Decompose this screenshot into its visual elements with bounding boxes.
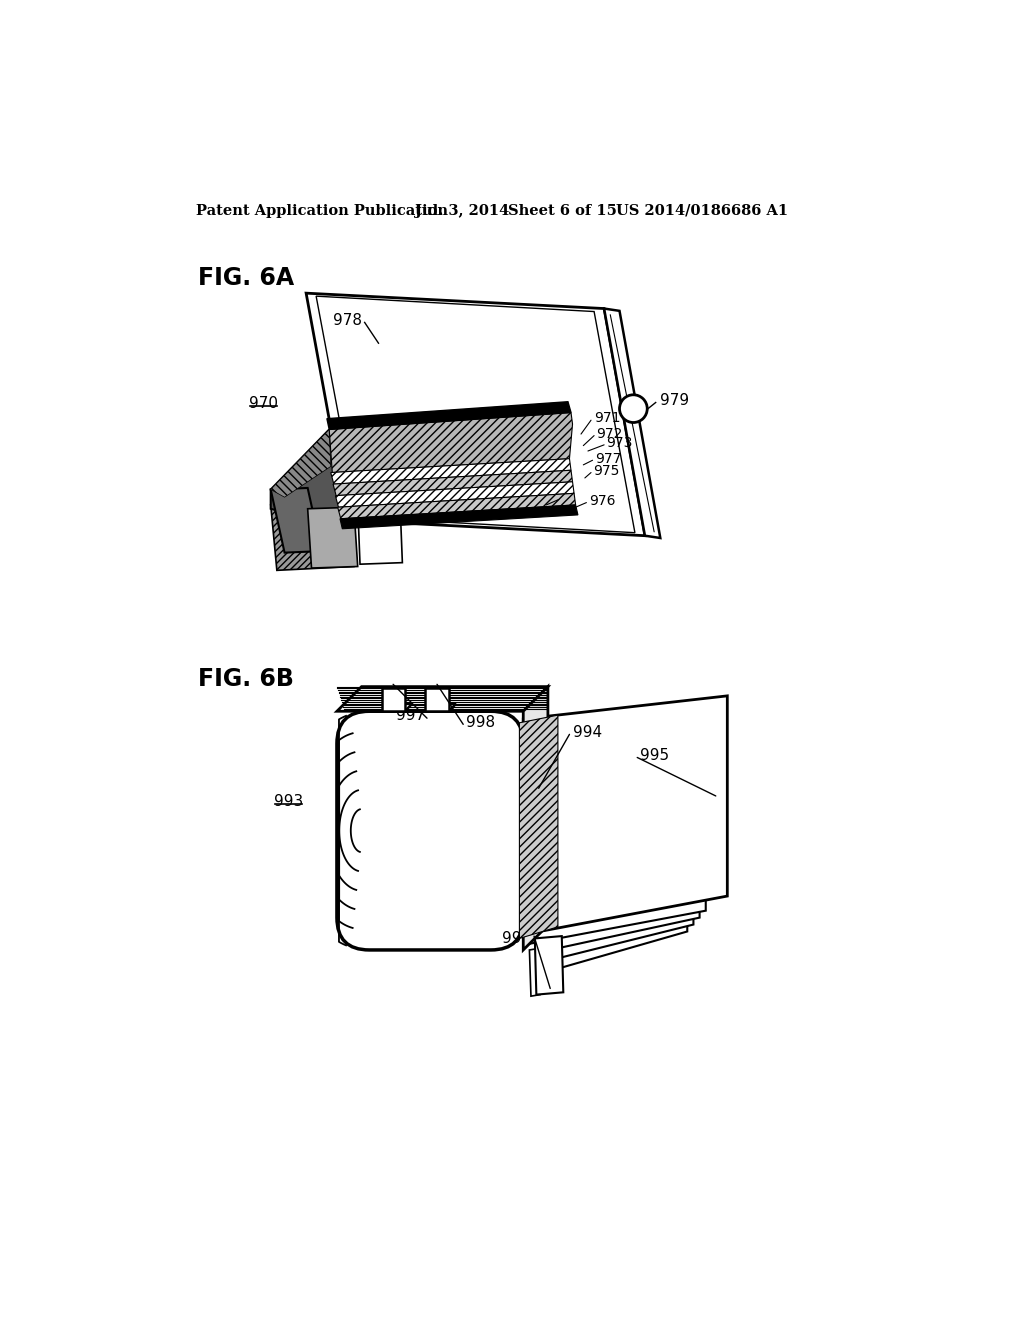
Polygon shape	[270, 488, 322, 553]
Polygon shape	[523, 696, 727, 935]
Circle shape	[620, 395, 647, 422]
Polygon shape	[357, 504, 402, 564]
Text: 977: 977	[595, 451, 622, 466]
Text: 978: 978	[333, 313, 361, 327]
Text: 995: 995	[640, 747, 670, 763]
Polygon shape	[425, 688, 449, 711]
Polygon shape	[338, 494, 575, 519]
Polygon shape	[340, 506, 578, 529]
Polygon shape	[331, 459, 571, 484]
Text: Patent Application Publication: Patent Application Publication	[196, 203, 449, 218]
Text: 971: 971	[594, 411, 621, 425]
Text: 976: 976	[589, 494, 615, 508]
Text: 973: 973	[606, 437, 633, 450]
Polygon shape	[523, 686, 548, 950]
Polygon shape	[330, 412, 572, 473]
Polygon shape	[306, 293, 645, 536]
Polygon shape	[425, 704, 456, 711]
Text: Jul. 3, 2014: Jul. 3, 2014	[416, 203, 510, 218]
Polygon shape	[535, 936, 563, 995]
Polygon shape	[529, 948, 541, 997]
Text: 974: 974	[516, 499, 543, 513]
Text: FIG. 6A: FIG. 6A	[198, 267, 294, 290]
Text: 996: 996	[502, 931, 531, 946]
Text: 972: 972	[596, 428, 623, 441]
Text: 975: 975	[593, 465, 620, 478]
Text: 998: 998	[466, 714, 495, 730]
FancyBboxPatch shape	[337, 711, 523, 950]
Polygon shape	[548, 731, 687, 972]
Polygon shape	[336, 482, 574, 507]
Polygon shape	[333, 470, 572, 496]
Polygon shape	[529, 710, 706, 944]
Polygon shape	[270, 503, 354, 570]
Polygon shape	[327, 401, 571, 429]
Text: 970: 970	[249, 396, 278, 411]
Polygon shape	[382, 704, 412, 711]
Polygon shape	[536, 718, 699, 953]
Polygon shape	[270, 429, 342, 529]
Text: 993: 993	[273, 793, 303, 809]
Polygon shape	[337, 686, 548, 711]
Text: 979: 979	[660, 393, 689, 408]
Text: 994: 994	[572, 725, 602, 739]
Text: 997: 997	[395, 709, 425, 723]
Polygon shape	[382, 688, 404, 711]
Polygon shape	[270, 429, 331, 498]
Polygon shape	[604, 309, 660, 539]
Polygon shape	[307, 507, 357, 568]
Text: Sheet 6 of 15: Sheet 6 of 15	[508, 203, 616, 218]
Polygon shape	[542, 725, 693, 962]
Text: US 2014/0186686 A1: US 2014/0186686 A1	[615, 203, 787, 218]
Polygon shape	[519, 715, 558, 939]
Text: FIG. 6B: FIG. 6B	[198, 667, 294, 690]
